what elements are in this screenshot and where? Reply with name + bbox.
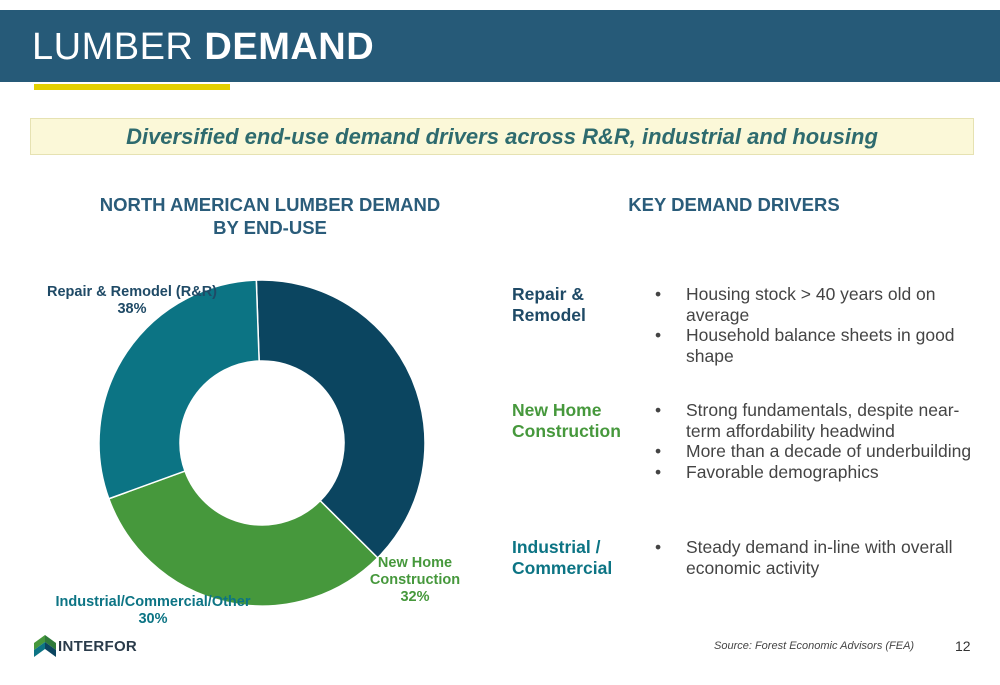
slice-label-new-home-construction: New Home Construction 32% (355, 555, 475, 606)
driver-label-industrial-commercial: Industrial / Commercial (512, 537, 647, 579)
driver-bullets-repair-remodel: Housing stock > 40 years old on average … (652, 284, 992, 366)
title-light-text: LUMBER (32, 26, 205, 68)
slice-label-repair-remodel: Repair & Remodel (R&R) 38% (32, 284, 232, 318)
driver-label-repair-remodel: Repair & Remodel (512, 284, 647, 326)
driver-bullets-industrial-commercial: Steady demand in-line with overall econo… (652, 537, 992, 578)
page-number: 12 (955, 638, 971, 654)
interfor-logo-icon (34, 635, 56, 657)
slice-pct-repair-remodel: 38% (117, 301, 147, 317)
slice-name-new-home-line1: New Home (377, 555, 453, 571)
bullet-item: Favorable demographics (652, 462, 992, 483)
bullet-item: Strong fundamentals, despite near-term a… (652, 400, 992, 441)
driver-label-new-home-construction: New Home Construction (512, 400, 647, 442)
driver-label-line1: New Home (512, 400, 602, 420)
slice-pct-new-home: 32% (400, 589, 430, 605)
title-accent-line (34, 84, 230, 90)
slice-repair-remodel (255, 279, 426, 559)
tagline-box: Diversified end-use demand drivers acros… (30, 118, 974, 155)
bullet-item: Housing stock > 40 years old on average (652, 284, 992, 325)
driver-label-line1: Industrial / (512, 537, 601, 557)
drivers-title: KEY DEMAND DRIVERS (628, 194, 840, 215)
slide-title: LUMBER DEMAND (32, 26, 374, 69)
bullet-item: More than a decade of underbuilding (652, 441, 992, 462)
chart-title-line2: BY END-USE (213, 217, 327, 238)
driver-bullets-new-home-construction: Strong fundamentals, despite near-term a… (652, 400, 992, 482)
driver-label-line1: Repair & (512, 284, 584, 304)
slice-pct-industrial: 30% (138, 611, 168, 627)
source-note: Source: Forest Economic Advisors (FEA) (714, 640, 915, 652)
slice-name-industrial: Industrial/Commercial/Other (55, 594, 251, 610)
title-bar (0, 10, 1000, 82)
slice-name-new-home-line2: Construction (369, 572, 461, 588)
interfor-logo-text: INTERFOR (58, 638, 138, 655)
chart-title-line1: NORTH AMERICAN LUMBER DEMAND (99, 194, 441, 215)
driver-label-line2: Commercial (512, 558, 613, 578)
slice-industrial-commercial (98, 279, 260, 500)
title-bold-text: DEMAND (204, 26, 375, 68)
slice-label-industrial: Industrial/Commercial/Other 30% (36, 594, 270, 628)
tagline-text: Diversified end-use demand drivers acros… (126, 124, 878, 149)
slice-name-repair-remodel: Repair & Remodel (R&R) (47, 284, 217, 300)
driver-label-line2: Remodel (512, 305, 586, 325)
bullet-item: Household balance sheets in good shape (652, 325, 992, 366)
bullet-item: Steady demand in-line with overall econo… (652, 537, 992, 578)
driver-label-line2: Construction (512, 421, 621, 441)
slice-new-home-construction (107, 470, 379, 607)
chart-title: NORTH AMERICAN LUMBER DEMAND BY END-USE (60, 193, 480, 239)
